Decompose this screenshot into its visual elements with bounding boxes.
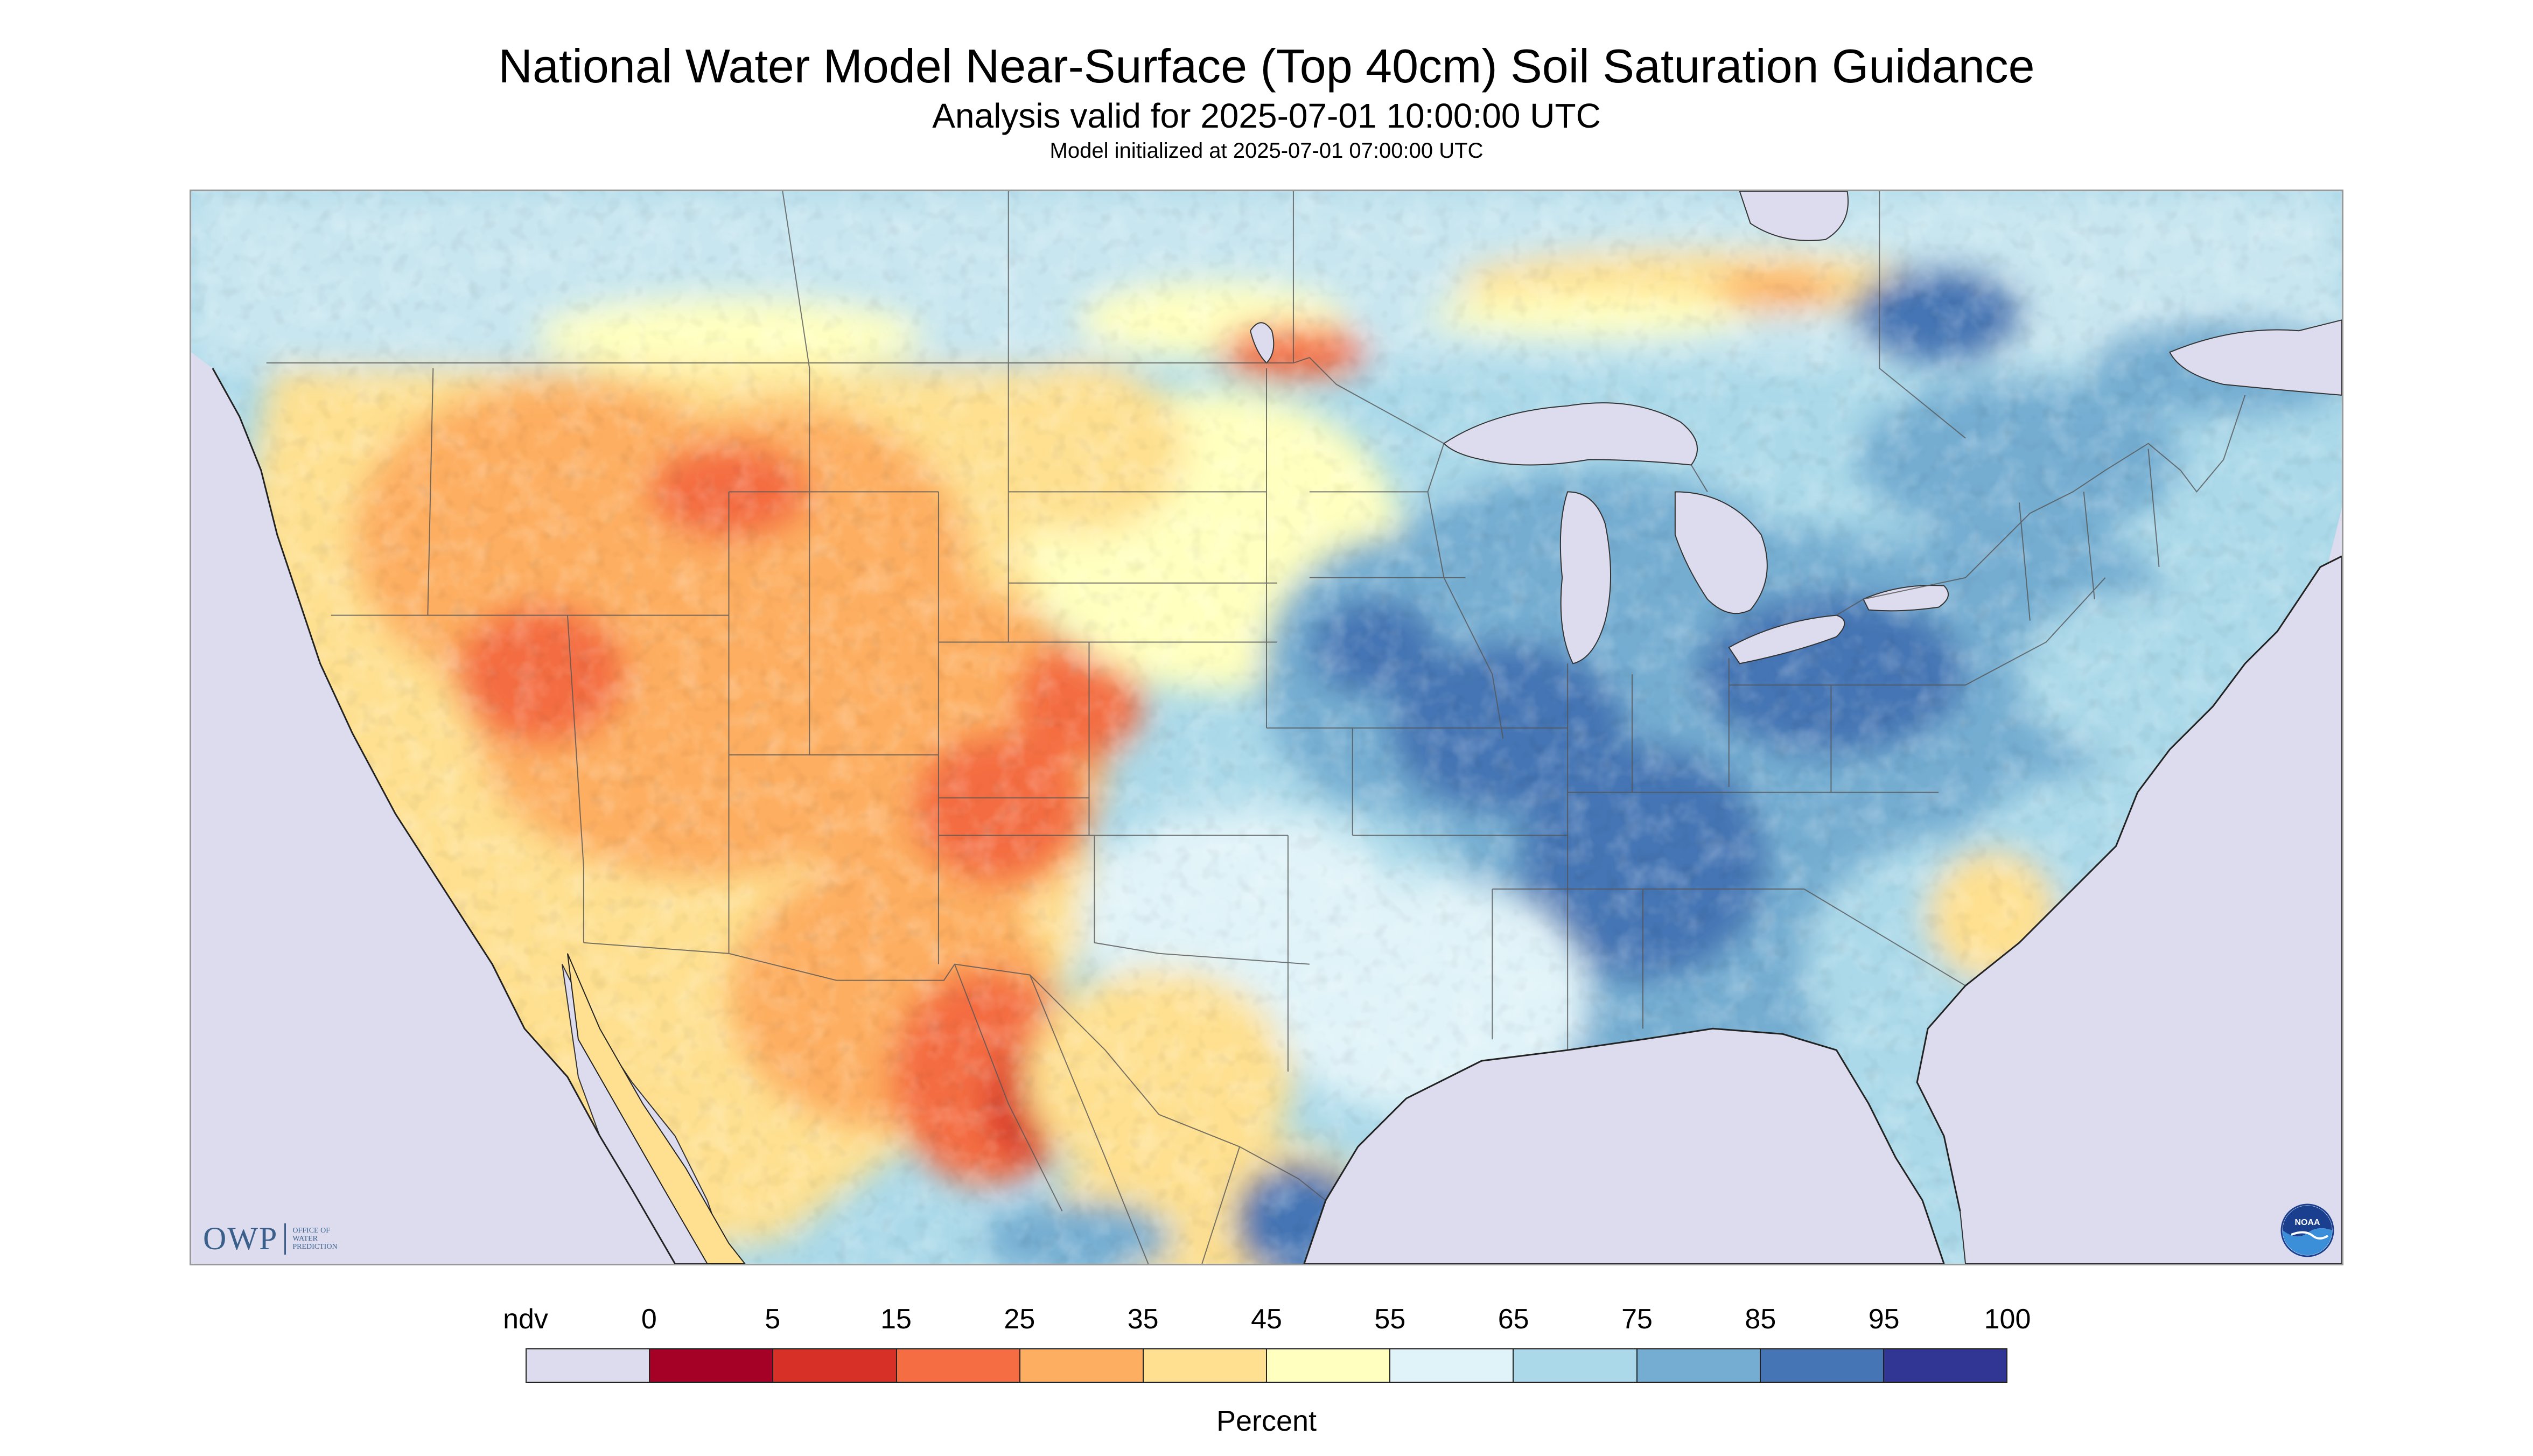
legend-swatch bbox=[1390, 1349, 1514, 1382]
legend-tick-label: 85 bbox=[1745, 1304, 1776, 1335]
legend-tick-label: 0 bbox=[641, 1304, 657, 1335]
pacific-coastline bbox=[212, 368, 676, 1264]
owp-sub-line-2: WATER bbox=[292, 1235, 318, 1243]
legend-tick-label: 95 bbox=[1868, 1304, 1900, 1335]
svg-text:NOAA: NOAA bbox=[2294, 1218, 2320, 1227]
owp-logo-text: OWP bbox=[203, 1221, 278, 1256]
owp-logo-divider bbox=[284, 1223, 286, 1255]
map-title: National Water Model Near-Surface (Top 4… bbox=[498, 39, 2035, 93]
legend-swatch bbox=[527, 1349, 650, 1382]
legend-tick-label: 5 bbox=[765, 1304, 781, 1335]
legend-tick-label: 45 bbox=[1251, 1304, 1282, 1335]
legend-tick-label: 75 bbox=[1621, 1304, 1653, 1335]
model-init-text: Model initialized at 2025-07-01 07:00:00… bbox=[1049, 139, 1484, 163]
owp-logo-subtext: OFFICE OF WATER PREDICTION bbox=[292, 1227, 337, 1251]
legend-swatch bbox=[897, 1349, 1020, 1382]
legend-tick-label: 15 bbox=[880, 1304, 912, 1335]
legend-tick-label: 35 bbox=[1127, 1304, 1159, 1335]
soil-saturation-map: OWP OFFICE OF WATER PREDICTION NOAA bbox=[190, 190, 2343, 1265]
legend-swatch bbox=[1514, 1349, 1638, 1382]
legend-colorbar bbox=[526, 1348, 2007, 1383]
gulf-coastline bbox=[1303, 1027, 1945, 1264]
baja-peninsula bbox=[566, 953, 746, 1264]
legend-swatch bbox=[1020, 1349, 1144, 1382]
legend-swatch bbox=[1143, 1349, 1268, 1382]
legend-tick-label: 25 bbox=[1004, 1304, 1035, 1335]
legend-swatch bbox=[650, 1349, 774, 1382]
noaa-logo: NOAA bbox=[2280, 1203, 2334, 1257]
legend-swatch bbox=[1760, 1349, 1884, 1382]
legend-tick-label: 65 bbox=[1498, 1304, 1529, 1335]
legend-swatch bbox=[1637, 1349, 1761, 1382]
legend-swatch bbox=[1884, 1349, 2007, 1382]
legend-tick-label: 55 bbox=[1374, 1304, 1406, 1335]
atlantic-coastline bbox=[1916, 555, 2342, 1212]
owp-sub-line-3: PREDICTION bbox=[292, 1243, 338, 1251]
legend-tick-label: ndv bbox=[503, 1304, 548, 1335]
legend-swatch bbox=[1267, 1349, 1391, 1382]
legend-units-label: Percent bbox=[1216, 1405, 1317, 1437]
legend-tick-label: 100 bbox=[1984, 1304, 2031, 1335]
political-boundaries bbox=[266, 191, 2246, 1264]
map-subtitle: Analysis valid for 2025-07-01 10:00:00 U… bbox=[932, 96, 1601, 135]
owp-sub-line-1: OFFICE OF bbox=[292, 1227, 330, 1235]
owp-logo: OWP OFFICE OF WATER PREDICTION bbox=[203, 1220, 338, 1257]
legend-swatch bbox=[773, 1349, 897, 1382]
map-canvas bbox=[191, 191, 2342, 1264]
